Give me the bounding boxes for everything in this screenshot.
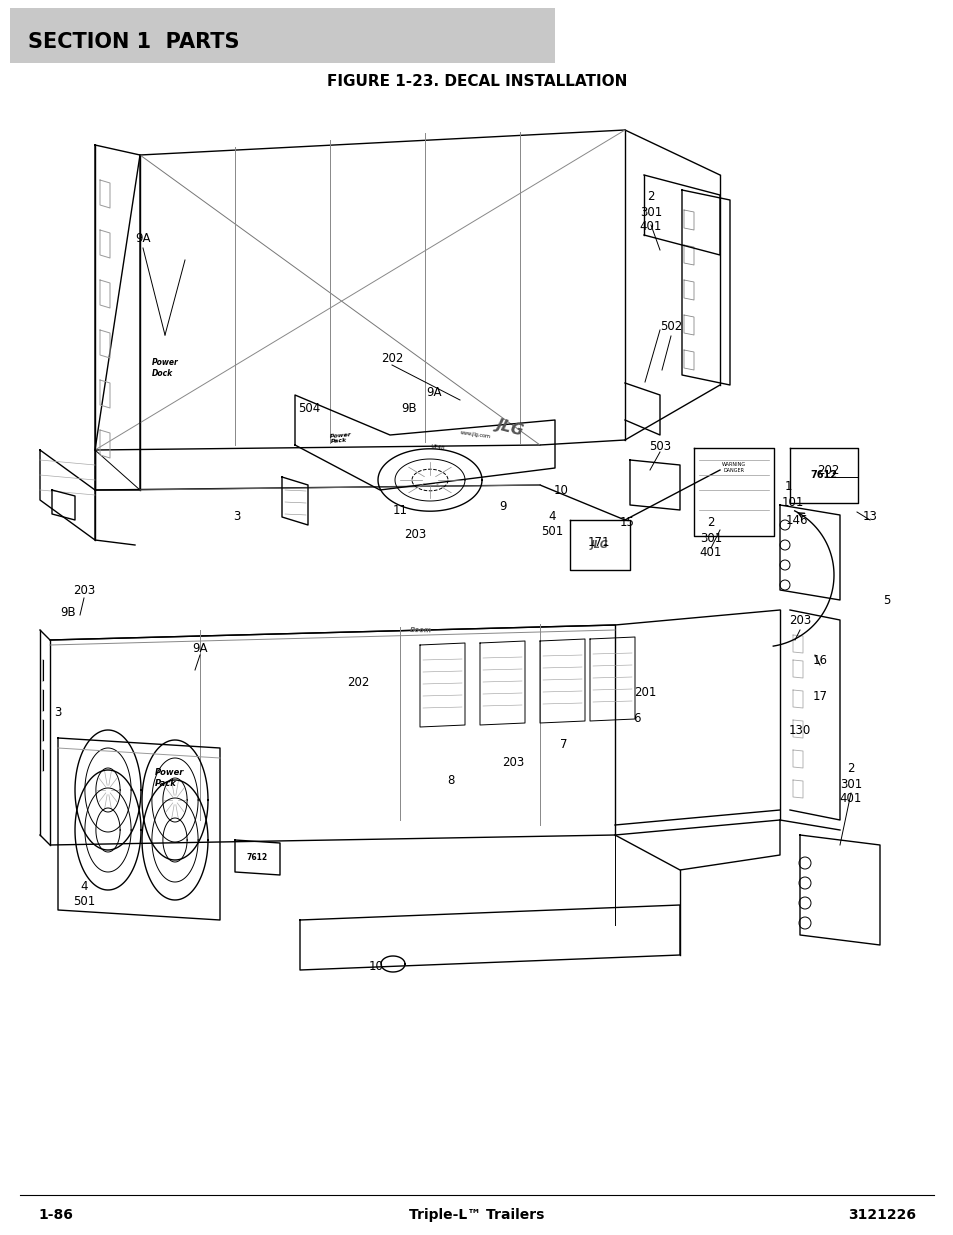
Text: 101: 101: [781, 496, 803, 510]
Text: 9A: 9A: [135, 231, 151, 245]
Text: 504: 504: [297, 401, 320, 415]
Text: 2
301
401: 2 301 401: [839, 762, 862, 805]
Circle shape: [780, 540, 789, 550]
Bar: [10, 7, 555, 63]
Text: 502: 502: [659, 320, 681, 332]
Text: Power
Pack: Power Pack: [154, 768, 184, 788]
Text: 10: 10: [368, 960, 383, 972]
Text: 9A: 9A: [193, 641, 208, 655]
Text: 201: 201: [633, 687, 656, 699]
Circle shape: [799, 897, 810, 909]
Text: 3: 3: [233, 510, 240, 522]
Text: 17: 17: [812, 689, 826, 703]
Text: 4
501: 4 501: [540, 510, 562, 538]
Circle shape: [799, 877, 810, 889]
Text: 203: 203: [788, 614, 810, 626]
Text: 2
301
401: 2 301 401: [700, 516, 721, 559]
Circle shape: [799, 918, 810, 929]
Text: 7612: 7612: [246, 853, 267, 862]
Text: Power
Dock: Power Dock: [152, 358, 178, 378]
Text: 16: 16: [812, 653, 826, 667]
Text: 3121226: 3121226: [847, 1208, 915, 1221]
Text: FIGURE 1-23. DECAL INSTALLATION: FIGURE 1-23. DECAL INSTALLATION: [327, 74, 626, 89]
Text: 7: 7: [559, 737, 567, 751]
Text: 8: 8: [447, 773, 455, 787]
Circle shape: [780, 580, 789, 590]
Text: 171: 171: [587, 536, 610, 550]
Text: 203: 203: [72, 583, 95, 597]
Text: 202: 202: [816, 463, 839, 477]
Text: 7612: 7612: [810, 471, 837, 480]
Text: 4
501: 4 501: [72, 881, 95, 908]
Circle shape: [780, 520, 789, 530]
Text: 1: 1: [783, 480, 791, 494]
Text: 130: 130: [788, 724, 810, 736]
Text: 1-86: 1-86: [38, 1208, 72, 1221]
Text: 3: 3: [54, 705, 62, 719]
Text: 9A: 9A: [426, 387, 441, 399]
Text: WARNING
DANGER: WARNING DANGER: [721, 462, 745, 473]
Circle shape: [799, 857, 810, 869]
Text: 9B: 9B: [60, 605, 75, 619]
Text: 503: 503: [648, 440, 670, 452]
Text: Triple-L™ Trailers: Triple-L™ Trailers: [409, 1208, 544, 1221]
Text: 9: 9: [498, 500, 506, 514]
Text: SECTION 1  PARTS: SECTION 1 PARTS: [28, 32, 239, 52]
Text: 2
301
401: 2 301 401: [639, 190, 661, 233]
Text: 6: 6: [633, 711, 640, 725]
Text: 15: 15: [618, 515, 634, 529]
Text: www.jlg.com: www.jlg.com: [459, 430, 491, 440]
Text: Power
Pack: Power Pack: [330, 432, 353, 445]
Text: 11: 11: [392, 504, 407, 516]
Text: Boom: Boom: [410, 626, 432, 634]
Text: 146: 146: [785, 514, 807, 526]
Text: JLG: JLG: [591, 540, 608, 550]
Text: 9B: 9B: [401, 401, 416, 415]
Text: 202: 202: [380, 352, 403, 364]
Text: UT48: UT48: [430, 445, 444, 452]
Text: 10: 10: [553, 483, 568, 496]
Text: 203: 203: [403, 527, 426, 541]
Text: 5: 5: [882, 594, 890, 608]
Text: 13: 13: [862, 510, 877, 522]
Text: 202: 202: [347, 676, 369, 688]
Text: 203: 203: [501, 756, 523, 768]
Circle shape: [780, 559, 789, 571]
Text: JLG: JLG: [495, 416, 525, 438]
